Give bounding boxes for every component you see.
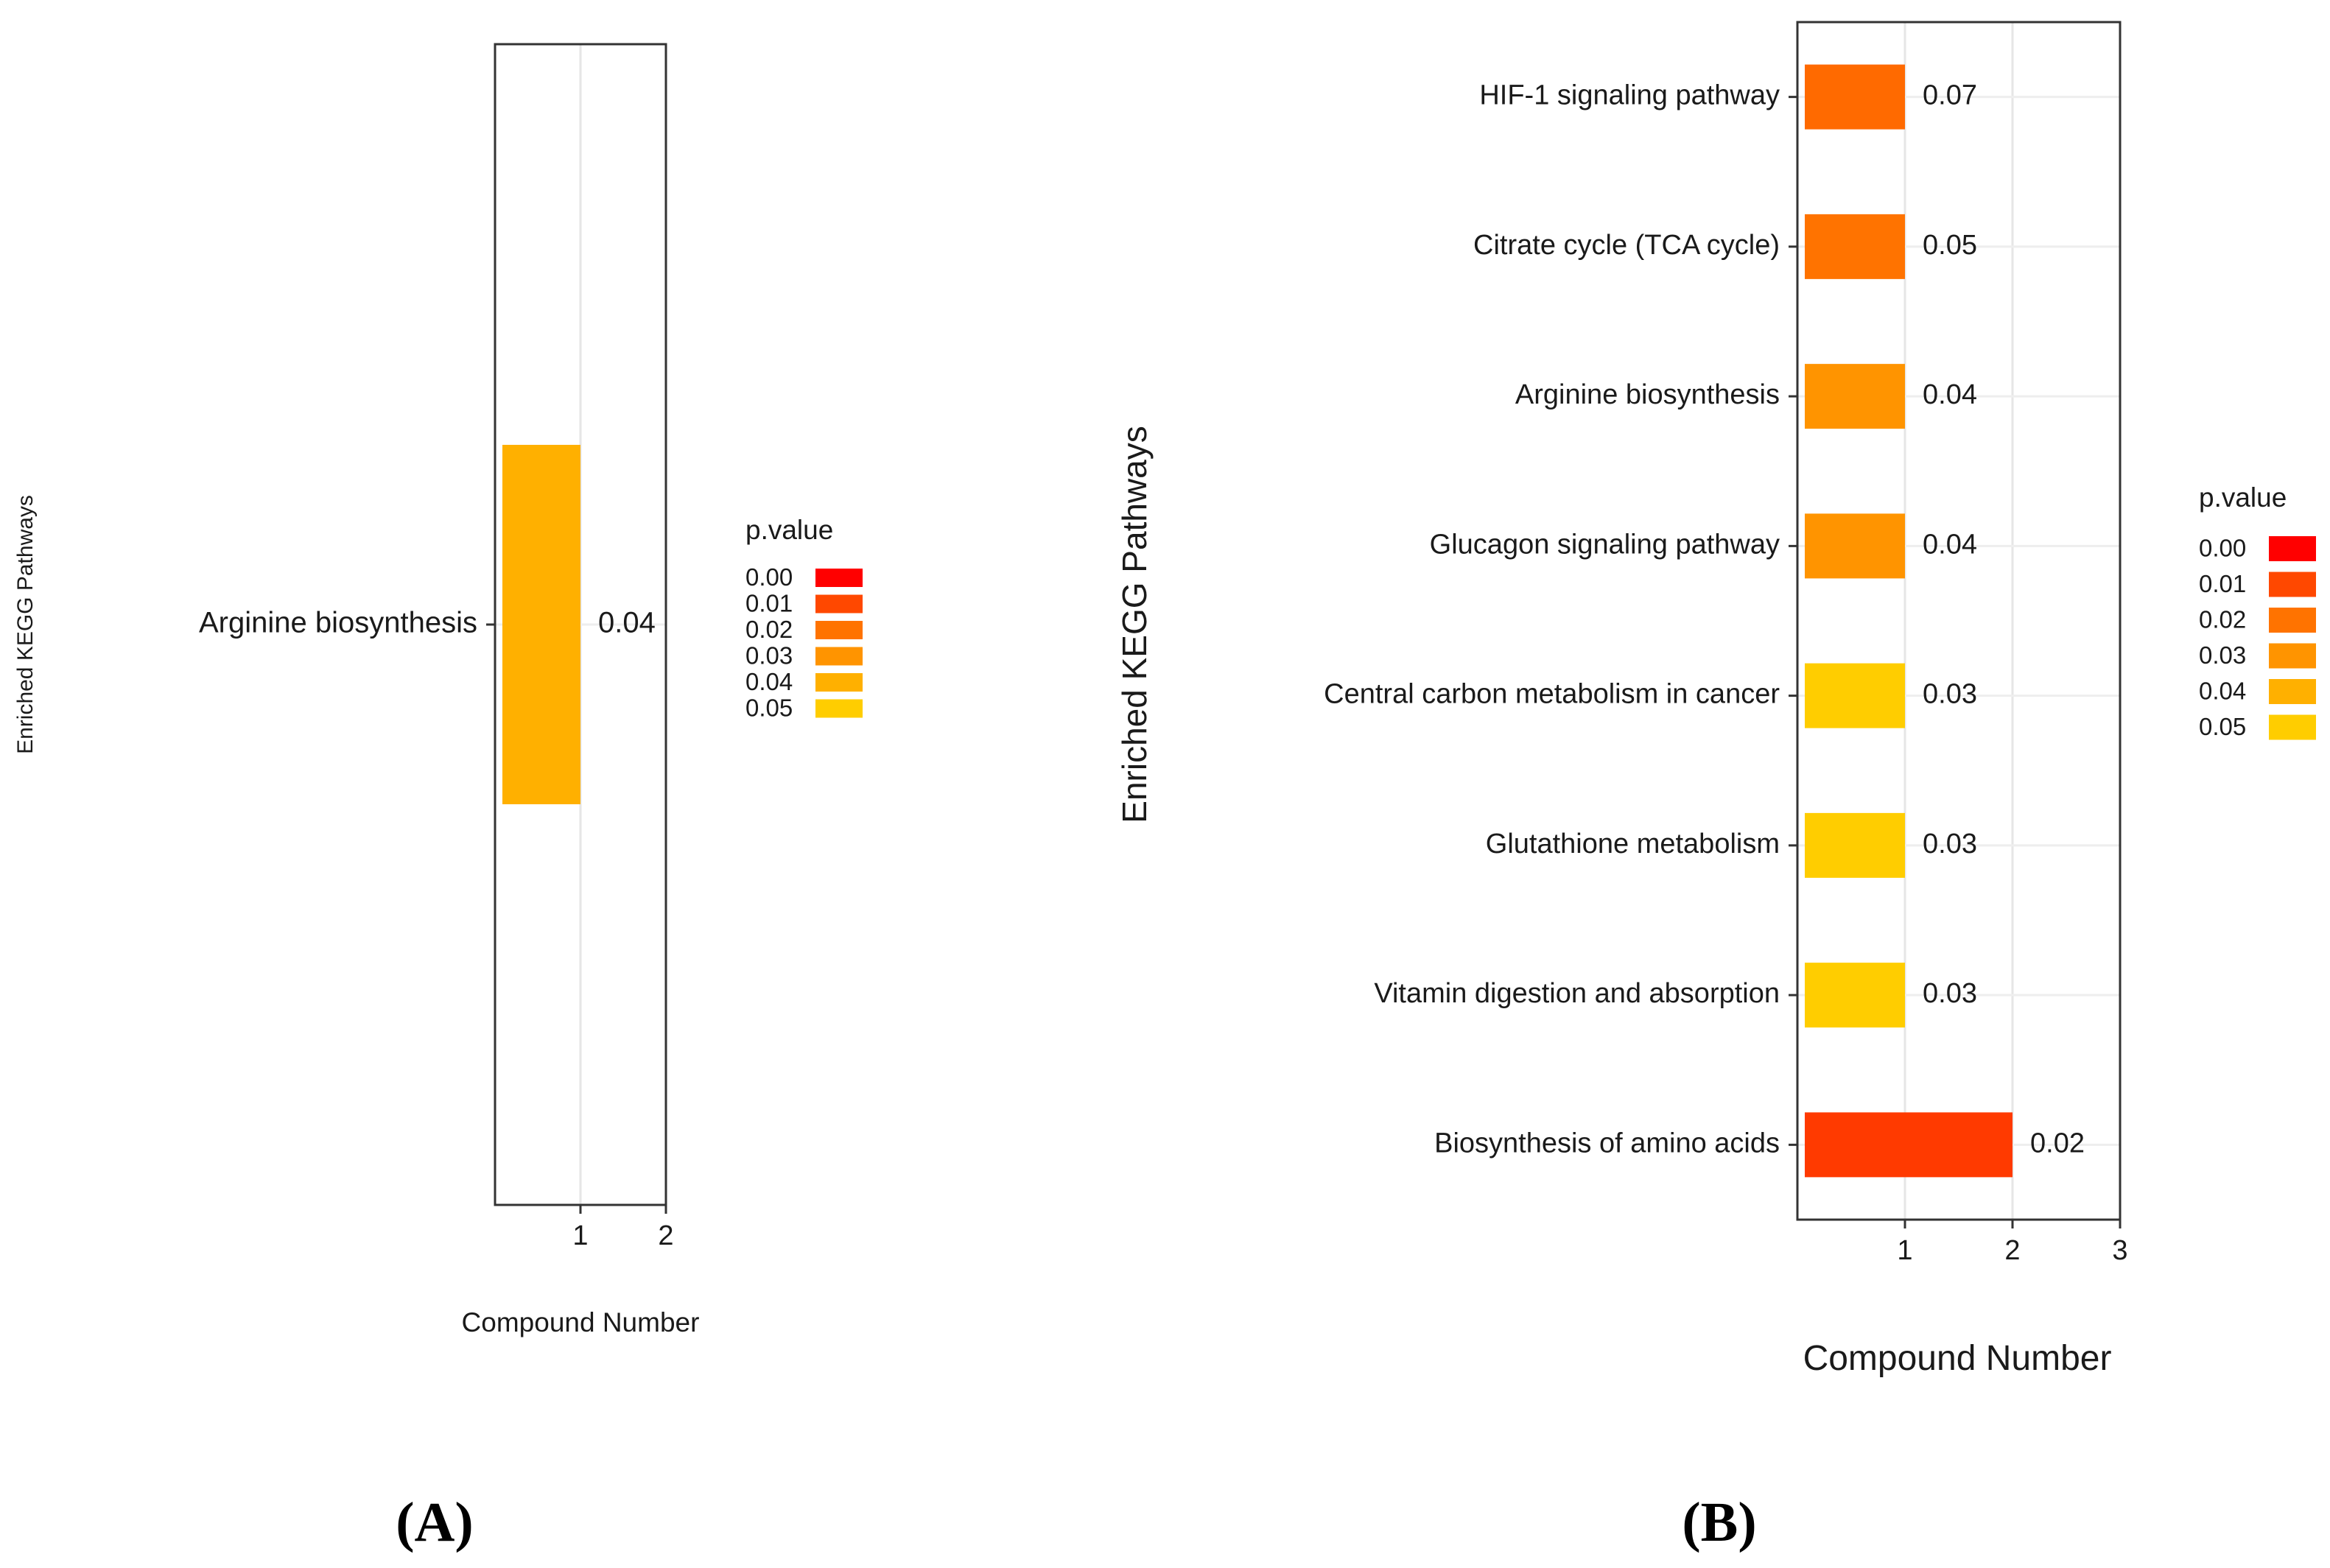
bar-4 [1805, 513, 1905, 579]
bar-7 [1805, 963, 1905, 1028]
bar-value-label: 0.04 [1923, 529, 1977, 560]
bar-value-label: 0.03 [1923, 829, 1977, 859]
bar-1 [1805, 64, 1905, 130]
legend-entry-label: 0.05 [745, 695, 793, 722]
category-label: Biosynthesis of amino acids [1434, 1128, 1780, 1159]
legend-entry-label: 0.04 [745, 668, 793, 695]
panel-label: (B) [1682, 1491, 1756, 1553]
legend-swatch [2269, 536, 2316, 561]
bar-value-label: 0.02 [2030, 1128, 2085, 1159]
legend-entry-label: 0.01 [2199, 570, 2246, 597]
category-label: Glutathione metabolism [1486, 829, 1780, 859]
legend-entry-label: 0.03 [745, 642, 793, 669]
bar-value-label: 0.04 [1923, 379, 1977, 410]
y-axis-title: Enriched KEGG Pathways [1115, 426, 1154, 823]
legend-swatch [815, 569, 863, 587]
legend-swatch [2269, 714, 2316, 740]
x-tick-label: 3 [2112, 1235, 2127, 1266]
x-tick-label: 1 [572, 1220, 588, 1251]
x-tick-label: 2 [658, 1220, 673, 1251]
x-tick-label: 2 [2004, 1235, 2020, 1266]
category-label: Citrate cycle (TCA cycle) [1473, 230, 1780, 261]
bar-8 [1805, 1112, 2013, 1178]
x-axis-title: Compound Number [1803, 1339, 2112, 1378]
panel-a-chart: 0.04 Arginine biosynthesis 1 2 Compound Numb… [13, 43, 863, 1553]
bar-value-label: 0.07 [1923, 80, 1977, 111]
legend-entry-label: 0.02 [745, 616, 793, 643]
legend-entry-label: 0.01 [745, 590, 793, 617]
legend-entry-label: 0.00 [2199, 535, 2246, 562]
category-label: Central carbon metabolism in cancer [1324, 679, 1780, 710]
legend-entry-label: 0.03 [2199, 641, 2246, 669]
legend-swatch [815, 621, 863, 639]
y-axis-title: Enriched KEGG Pathways [13, 495, 38, 754]
category-label: Arginine biosynthesis [1515, 379, 1780, 410]
legend-swatch [2269, 643, 2316, 669]
legend-title: p.value [2199, 482, 2287, 513]
bar-1 [502, 445, 580, 804]
category-label: Glucagon signaling pathway [1430, 529, 1780, 560]
legend-swatch [2269, 608, 2316, 633]
plot-border [1796, 21, 2122, 1221]
bar-5 [1805, 663, 1905, 728]
category-label: Vitamin digestion and absorption [1374, 978, 1780, 1009]
legend-entry-label: 0.05 [2199, 713, 2246, 740]
legend-swatch [2269, 572, 2316, 597]
bar-value-label: 0.03 [1923, 679, 1977, 710]
bar-value-label: 0.04 [598, 607, 656, 639]
bar-value-label: 0.05 [1923, 230, 1977, 261]
x-tick-label: 1 [1897, 1235, 1912, 1266]
legend-swatch [815, 647, 863, 666]
panel-b-chart: 0.07 HIF-1 signaling pathway 0.05 Citrate c… [1115, 21, 2316, 1553]
bar-2 [1805, 214, 1905, 279]
panel-label: (A) [396, 1491, 474, 1553]
legend-entry-label: 0.04 [2199, 678, 2246, 705]
legend-entry-label: 0.00 [745, 563, 793, 591]
legend-entry-label: 0.02 [2199, 606, 2246, 633]
category-label: HIF-1 signaling pathway [1479, 80, 1780, 111]
bar-6 [1805, 812, 1905, 878]
bar-value-label: 0.03 [1923, 978, 1977, 1009]
legend-swatch [2269, 679, 2316, 704]
legend-swatch [815, 594, 863, 614]
x-axis-title: Compound Number [462, 1307, 700, 1337]
bar-3 [1805, 364, 1905, 429]
legend-swatch [815, 699, 863, 718]
legend-title: p.value [745, 515, 833, 545]
legend-swatch [815, 673, 863, 692]
category-label: Arginine biosynthesis [199, 607, 477, 639]
